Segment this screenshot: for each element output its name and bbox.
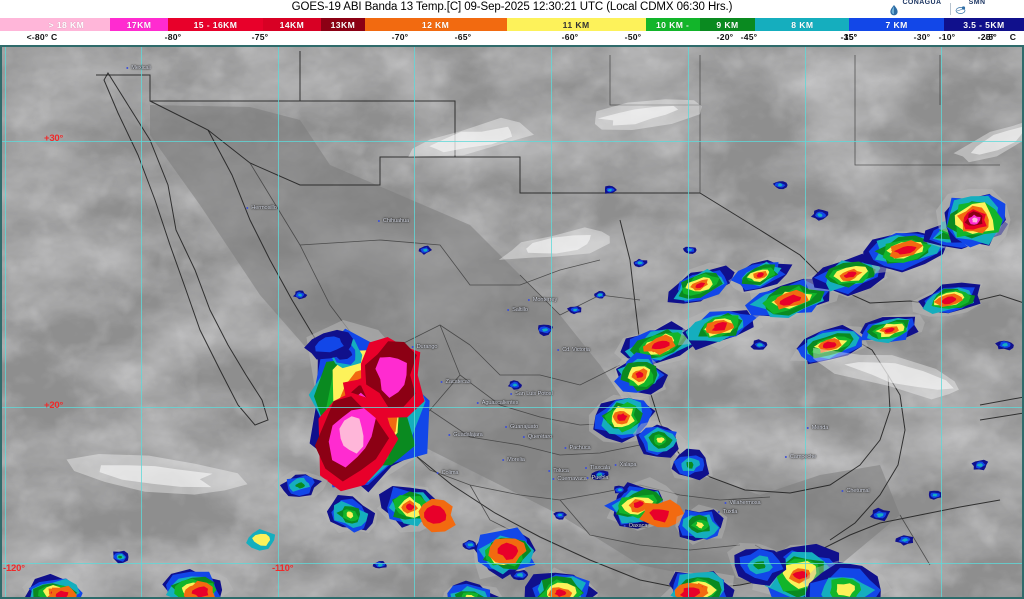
colorbar-tick: -75° (251, 32, 269, 42)
colorbar-segment: 12 KM (364, 18, 507, 31)
colorbar-segment-label: 9 KM (716, 19, 739, 30)
gridline-horizontal (0, 141, 1024, 142)
colorbar-segment-label: 11 KM (562, 19, 590, 30)
coordinate-label: -120° (3, 563, 25, 574)
colorbar-segments: > 18 KM 17KM 15 - 16KM 14KM 13KM 12 KM 11 KM 10… (0, 18, 1024, 31)
smn-logo: SMN SERVICIO METEOROLÓGICO NACIONAL (955, 0, 1022, 23)
agency-logos: CONAGUA COMISIÓN NACIONAL DEL AGUA SMN S… (888, 0, 1022, 23)
colorbar-segment: 9 KM (699, 18, 756, 31)
colorbar-tick: <-80° C (26, 32, 58, 42)
colorbar-tick: -80° (164, 32, 182, 42)
colorbar-segment-label: 7 KM (885, 19, 908, 30)
colorbar-segment-label: 17KM (126, 19, 152, 30)
gridline-horizontal (0, 563, 1024, 564)
gridline-vertical (805, 45, 806, 599)
colorbar-segment: 15 - 16KM (168, 18, 263, 31)
smn-cloud-icon (955, 3, 967, 15)
satellite-map[interactable]: +30° +20° -120° -110° Mexicali Hermosillo Chi… (0, 45, 1024, 599)
colorbar-tick: -70° (391, 32, 409, 42)
colorbar-segment: 13KM (321, 18, 365, 31)
conagua-drop-icon (888, 3, 900, 16)
colorbar-segment: 8 KM (755, 18, 850, 31)
colorbar-segment-label: 15 - 16KM (193, 19, 238, 30)
gridline-vertical (5, 45, 6, 599)
colorbar-segment: 17KM (109, 18, 169, 31)
colorbar-tick-labels: <-80° C -80° -75° -70° -65° -60° -50° -45° -35° -… (0, 31, 1024, 45)
colorbar-segment: 10 KM - (645, 18, 700, 31)
colorbar-segment-label: 3.5 - 5KM (963, 19, 1005, 30)
temperature-colorbar: > 18 KM 17KM 15 - 16KM 14KM 13KM 12 KM 11 KM 10… (0, 18, 1024, 45)
gridline-vertical (551, 45, 552, 599)
colorbar-segment: 11 KM (506, 18, 646, 31)
gridline-vertical (688, 45, 689, 599)
colorbar-segment-label: 12 KM (421, 19, 450, 30)
colorbar-segment (0, 18, 24, 31)
gridline-vertical (278, 45, 279, 599)
colorbar-tick: -15° (840, 32, 858, 42)
colorbar-tick: -60° (561, 32, 579, 42)
coordinate-label: +20° (44, 400, 64, 411)
colorbar-segment-label: 8 KM (791, 19, 814, 30)
conagua-logo: CONAGUA COMISIÓN NACIONAL DEL AGUA (888, 0, 946, 23)
coordinate-label: +30° (44, 133, 64, 144)
colorbar-tick: -45° (740, 32, 758, 42)
colorbar-tick: -25° (977, 32, 995, 42)
colorbar-segment-label: 14KM (279, 19, 305, 30)
colorbar-tick: -65° (454, 32, 472, 42)
gridline-horizontal (0, 407, 1024, 408)
gridline-vertical (141, 45, 142, 599)
colorbar-tick: -10° (938, 32, 956, 42)
colorbar-tick: -35° (840, 32, 858, 42)
colorbar-segment-label: 13KM (330, 19, 356, 30)
coordinate-label: -110° (272, 563, 294, 574)
colorbar-segment-label: > 18 KM (48, 19, 85, 30)
map-imagery (0, 45, 1024, 599)
colorbar-segment: 14KM (262, 18, 322, 31)
colorbar-tick: -50° (624, 32, 642, 42)
colorbar-segment: 7 KM (849, 18, 944, 31)
logo-divider (949, 3, 951, 15)
colorbar-tick: C (1009, 32, 1017, 42)
colorbar-segment: 3.5 - 5KM (943, 18, 1024, 31)
page-title: GOES-19 ABI Banda 13 Temp.[C] 09-Sep-202… (291, 1, 733, 13)
colorbar-tick: -20° (716, 32, 734, 42)
colorbar-segment: > 18 KM (23, 18, 110, 31)
colorbar-tick: -30° (913, 32, 931, 42)
gridline-vertical (941, 45, 942, 599)
colorbar-tick: -5° (985, 32, 997, 42)
header-bar: GOES-19 ABI Banda 13 Temp.[C] 09-Sep-202… (0, 0, 1024, 23)
gridline-vertical (414, 45, 415, 599)
colorbar-segment-label: 10 KM - (655, 19, 690, 30)
